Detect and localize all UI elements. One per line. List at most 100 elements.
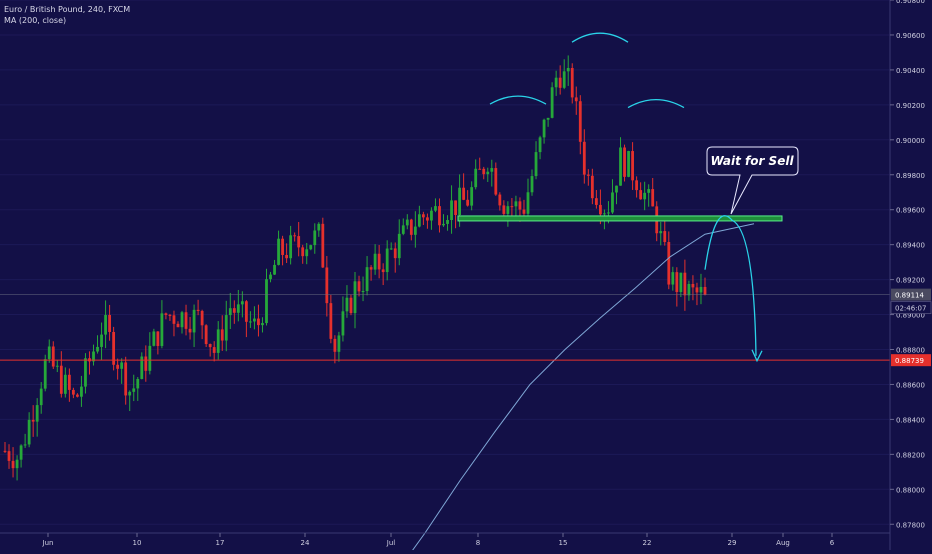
neckline-zone [457,215,783,222]
candle-body [703,286,707,295]
y-tick-label: 0.89400 [896,242,925,250]
candle-body [663,231,667,243]
y-tick-label: 0.90200 [896,102,925,110]
candle-body [100,334,103,347]
candle-body [63,374,67,394]
candle-body [405,219,409,226]
candle-body [317,223,321,231]
candle-body [232,308,236,313]
candle-body [494,168,498,195]
countdown-label: 02:46:07 [895,305,926,313]
candle-body [132,388,136,392]
candle-body [124,362,128,396]
candle-body [273,264,276,275]
candle-body [172,315,176,324]
candle-body [212,347,216,353]
candle-body [393,248,397,259]
candle-body [627,151,630,177]
candle-body [659,231,663,234]
candle-body [607,212,610,214]
candle-body [409,219,413,235]
candle-body [570,67,574,98]
candle-body [55,365,59,367]
moving-average-line [409,223,755,554]
y-tick-label: 0.89000 [896,312,925,320]
candle-body [277,238,280,265]
x-tick-label: 15 [559,539,568,547]
callout-bubble [706,146,799,215]
candle-body [104,314,107,335]
candle-body [345,297,349,312]
candle-body [462,187,466,200]
candle-body [112,331,116,365]
candle-body [19,445,23,460]
candle-body [192,309,196,333]
candle-body [228,308,232,316]
candle-body [417,214,421,227]
candle-body [615,185,618,193]
current-price-label: 0.89114 [895,292,924,300]
candle-body [486,171,490,175]
candle-body [321,223,325,268]
legend-indicator: MA (200, close) [4,16,67,25]
candle-body [550,87,554,118]
y-tick-label: 0.88200 [896,451,925,459]
projection-path [704,215,757,356]
candle-body [333,338,337,352]
candle-body [478,168,482,170]
candle-body [430,210,433,221]
candle-body [47,346,51,360]
candle-body [361,291,365,293]
candle-body [574,97,578,102]
candle-body [257,318,260,326]
candle-body [434,206,437,211]
y-tick-label: 0.88600 [896,381,925,389]
candle-body [216,329,220,353]
y-tick-label: 0.89200 [896,277,925,285]
candle-body [59,365,63,394]
y-tick-label: 0.87800 [896,521,925,529]
candle-body [128,391,132,396]
candle-body [691,284,695,288]
candle-body [450,200,453,220]
candle-body [71,389,75,395]
candle-body [265,279,268,324]
candle-body [96,346,99,352]
candle-body [349,297,353,314]
x-tick-label: 22 [643,539,652,547]
candle-body [482,168,486,175]
y-tick-label: 0.90600 [896,32,925,40]
candle-body [15,459,19,469]
candle-body [240,301,244,305]
x-tick-label: Aug [776,539,790,547]
projection-arrow-icon [751,349,763,363]
candle-body [687,284,691,296]
current-price-badge [891,288,931,301]
candle-body [514,201,518,207]
candle-body [184,312,188,329]
candle-body [253,318,256,322]
candle-body [108,314,111,332]
head-arc [571,32,629,43]
candle-body [442,223,445,226]
x-tick-label: Jul [386,539,396,547]
candle-body [224,315,228,341]
chart-legend: Euro / British Pound, 240, FXCM MA (200,… [4,4,130,26]
candle-body [204,325,208,345]
candle-body [679,272,683,293]
candle-body [236,304,240,313]
left-shoulder-arc [489,95,547,105]
candle-body [683,272,687,296]
candle-body [136,378,140,389]
candle-body [421,214,425,218]
candle-body [518,201,522,210]
candle-body [510,206,514,208]
candle-body [502,205,506,214]
candle-body [466,199,470,206]
candle-body [401,225,405,234]
candle-body [526,192,530,214]
right-shoulder-arc [627,98,685,109]
candle-body [369,267,373,270]
